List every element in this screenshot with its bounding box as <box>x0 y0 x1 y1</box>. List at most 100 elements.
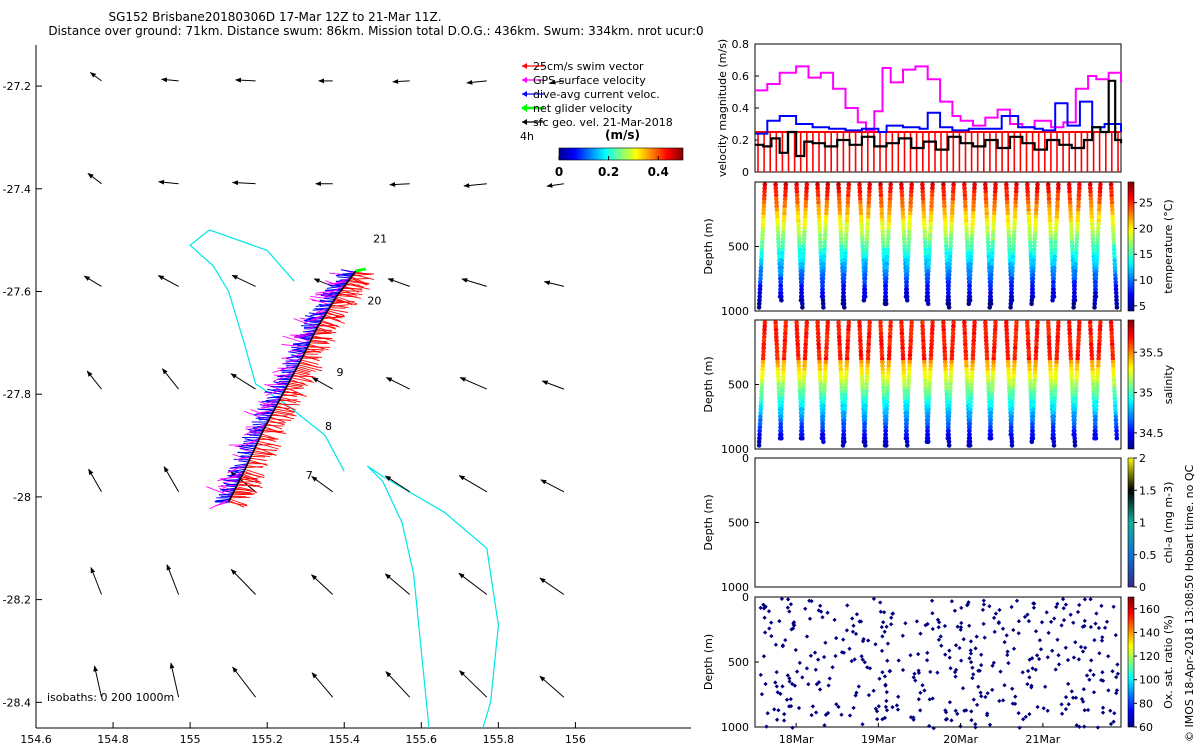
profile-point <box>985 225 990 231</box>
profile-point <box>778 417 784 423</box>
profile-point <box>775 370 781 376</box>
oxygen-point <box>1113 632 1118 638</box>
profile-point <box>988 290 993 296</box>
profile-point <box>989 396 994 401</box>
profile-point <box>968 407 973 412</box>
sfc-velocity-arrow <box>385 377 410 390</box>
gps-velocity-vector <box>282 357 302 365</box>
profile-point <box>1007 385 1012 390</box>
profile-point <box>815 185 820 191</box>
profile-point <box>949 349 955 354</box>
swim-vector <box>279 399 298 402</box>
profile-point <box>758 414 763 419</box>
sfc-velocity-arrow <box>157 275 179 287</box>
profile-point <box>992 189 998 195</box>
profile-point <box>1091 247 1096 252</box>
gps-velocity-vector <box>262 397 282 406</box>
oxygen-point <box>860 722 865 727</box>
profile-point <box>927 247 932 252</box>
oxygen-point <box>968 648 973 653</box>
profile-point <box>1047 211 1052 216</box>
profile-point <box>886 218 892 223</box>
swim-vector <box>234 490 252 494</box>
profile-point <box>922 360 927 365</box>
profile-point <box>1067 342 1073 347</box>
velocity-panel: 00.20.40.60.8 velocity magnitude (m/s) <box>716 38 1123 179</box>
profile-point <box>866 345 871 351</box>
profile-point <box>821 439 826 445</box>
oxygen-point <box>1083 645 1088 650</box>
profile-point <box>907 225 912 231</box>
profile-point <box>756 305 762 310</box>
profile-point <box>992 338 997 343</box>
profile-point <box>795 342 800 347</box>
profile-point <box>1089 222 1095 227</box>
sfc-velocity-arrow <box>230 373 256 390</box>
profile-point <box>947 399 952 405</box>
gps-velocity-vector <box>219 476 242 480</box>
oxygen-point <box>953 708 958 713</box>
profile-point <box>795 352 801 358</box>
profile-point <box>1025 338 1031 343</box>
profile-point <box>1011 240 1016 245</box>
chlorophyll-section-colorbar-tick-label: 2 <box>1139 452 1146 465</box>
profile-point <box>1011 236 1017 242</box>
profile-point <box>1029 290 1035 296</box>
oxygen-point <box>1025 612 1030 617</box>
profile-point <box>1009 290 1014 296</box>
profile-point <box>888 323 893 329</box>
profile-point <box>759 381 765 387</box>
swim-vector <box>306 348 322 354</box>
profile-point <box>923 388 928 394</box>
profile-point <box>858 352 864 358</box>
sfc-velocity-arrow <box>466 79 487 85</box>
profile-point <box>992 334 998 340</box>
profile-point <box>924 290 930 296</box>
profile-point <box>1051 417 1056 423</box>
profile-point <box>987 428 993 434</box>
profile-point <box>843 378 849 383</box>
profile-point <box>949 363 954 369</box>
profile-point <box>970 352 976 358</box>
profile-point <box>797 378 802 383</box>
profile-point <box>920 189 925 195</box>
oxygen-point <box>960 686 966 691</box>
profile-point <box>928 225 933 231</box>
oxygen-point <box>980 607 986 613</box>
oxygen-point <box>947 700 953 705</box>
oxygen-point <box>839 712 844 717</box>
sfc-velocity-arrow <box>539 577 565 595</box>
profile-point <box>951 320 956 325</box>
profile-point <box>1030 417 1036 423</box>
oxygen-point <box>880 717 885 722</box>
oxygen-point <box>854 612 860 617</box>
profile-point <box>781 363 786 369</box>
profile-point <box>1006 240 1012 245</box>
profile-point <box>990 374 996 380</box>
profile-point <box>886 367 891 372</box>
profile-point <box>799 425 804 430</box>
oxygen-point <box>1061 606 1066 611</box>
profile-point <box>803 200 809 205</box>
profile-point <box>966 443 971 448</box>
oxygen-point <box>1026 618 1032 624</box>
profile-point <box>844 367 849 372</box>
profile-point <box>1072 421 1077 427</box>
profile-point <box>1031 399 1036 405</box>
oxygen-point <box>1004 633 1009 638</box>
gps-velocity-vector <box>239 447 253 453</box>
profile-point <box>929 345 934 351</box>
profile-point <box>920 196 926 202</box>
profile-point <box>837 204 842 209</box>
sfc-velocity-arrow <box>93 665 102 698</box>
swim-vector <box>268 419 285 426</box>
profile-point <box>844 370 849 376</box>
profile-point <box>820 301 826 307</box>
profile-point <box>1095 370 1101 376</box>
profile-point <box>1027 222 1032 227</box>
profile-point <box>761 334 767 340</box>
profile-point <box>972 185 977 191</box>
profile-point <box>929 334 935 340</box>
profile-point <box>1030 276 1036 281</box>
profile-point <box>1013 196 1019 202</box>
